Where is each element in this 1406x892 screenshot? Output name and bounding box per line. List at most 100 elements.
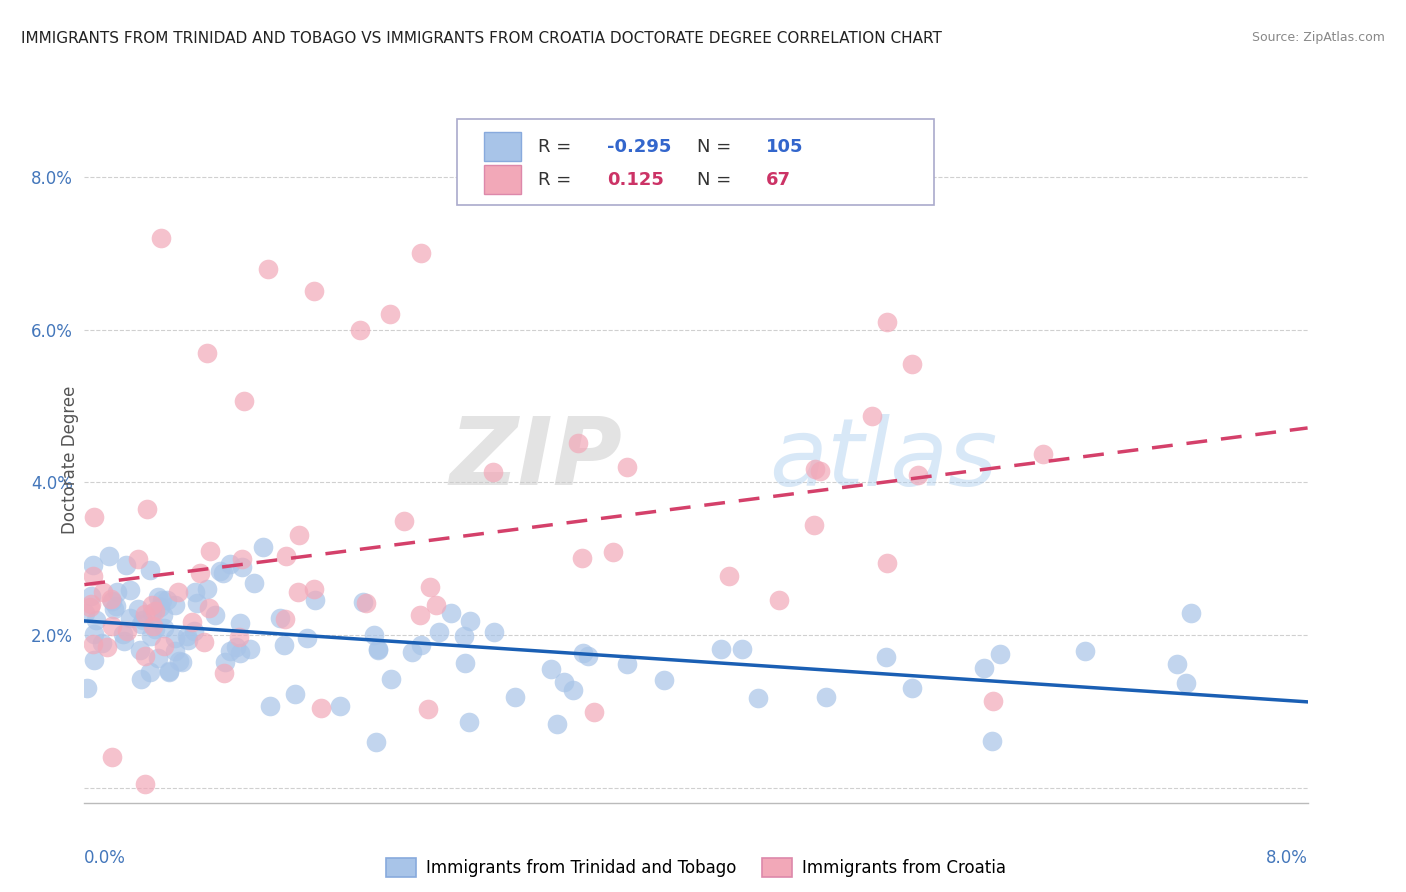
Point (1175, 676, 1198, 690)
Point (143, 622, 166, 636)
Point (96, 640, 118, 654)
Point (134, 649, 156, 664)
Point (1180, 606, 1202, 620)
Point (117, 624, 139, 638)
Point (97, 549, 120, 563)
Point (83, 509, 105, 524)
Point (973, 660, 995, 674)
Text: 0.125: 0.125 (606, 171, 664, 189)
Point (90, 636, 112, 650)
Point (204, 607, 226, 622)
Point (82, 558, 104, 573)
Point (981, 734, 1004, 748)
Point (101, 619, 124, 633)
Point (295, 632, 318, 646)
Point (197, 582, 219, 596)
Point (364, 735, 387, 749)
Point (380, 672, 402, 686)
Point (219, 557, 242, 571)
Point (101, 749, 124, 764)
Point (284, 687, 307, 701)
Point (73, 606, 96, 620)
Point (195, 345, 218, 359)
Point (401, 644, 423, 658)
Point (132, 613, 155, 627)
Text: R =: R = (538, 171, 583, 189)
Legend: Immigrants from Trinidad and Tobago, Immigrants from Croatia: Immigrants from Trinidad and Tobago, Imm… (380, 851, 1012, 884)
Point (218, 643, 240, 657)
Point (901, 357, 924, 371)
Point (91, 584, 114, 599)
Point (416, 702, 439, 716)
Point (141, 629, 163, 643)
Point (288, 528, 311, 542)
Point (141, 607, 163, 621)
Point (239, 642, 262, 657)
Point (170, 655, 193, 669)
Point (553, 675, 575, 690)
Point (188, 566, 211, 580)
Point (710, 641, 733, 656)
Point (76, 681, 98, 695)
Point (747, 690, 769, 705)
Point (163, 631, 186, 645)
Point (84, 613, 107, 627)
Point (101, 594, 124, 608)
Point (82, 637, 104, 651)
Text: ZIP: ZIP (450, 413, 623, 506)
Point (229, 646, 252, 660)
Point (153, 639, 176, 653)
Point (167, 654, 190, 668)
Point (152, 607, 174, 622)
Point (458, 614, 481, 628)
Point (143, 603, 166, 617)
Text: -0.295: -0.295 (606, 138, 671, 156)
Text: N =: N = (697, 138, 737, 156)
Point (900, 681, 922, 695)
Point (349, 323, 371, 337)
Point (120, 582, 142, 597)
Point (156, 593, 179, 607)
Point (157, 665, 180, 679)
Point (148, 599, 170, 614)
Point (616, 657, 638, 671)
Point (907, 467, 929, 482)
Point (304, 593, 326, 607)
Point (177, 633, 200, 648)
Point (228, 630, 250, 644)
Point (274, 611, 297, 625)
Point (229, 615, 252, 630)
Point (115, 558, 138, 573)
Point (208, 565, 231, 579)
Point (876, 556, 898, 570)
Point (83, 627, 105, 641)
Point (1074, 644, 1097, 658)
Point (139, 665, 162, 679)
Text: 67: 67 (766, 171, 790, 189)
Point (252, 540, 274, 554)
Point (768, 592, 790, 607)
Point (82, 568, 104, 582)
Point (183, 624, 205, 638)
Point (105, 599, 128, 614)
Point (83, 653, 105, 667)
Point (409, 608, 432, 623)
Point (409, 246, 432, 260)
Point (233, 393, 256, 408)
Point (1166, 657, 1188, 672)
Point (243, 575, 266, 590)
Point (184, 585, 207, 599)
Point (141, 598, 163, 612)
Point (142, 619, 165, 633)
Point (150, 593, 173, 607)
Point (274, 549, 297, 563)
Point (814, 690, 837, 705)
Point (458, 714, 481, 729)
Point (214, 656, 236, 670)
Text: R =: R = (538, 138, 578, 156)
Point (354, 596, 377, 610)
Point (287, 585, 309, 599)
Point (540, 662, 562, 676)
Point (136, 502, 159, 516)
Point (118, 611, 141, 625)
